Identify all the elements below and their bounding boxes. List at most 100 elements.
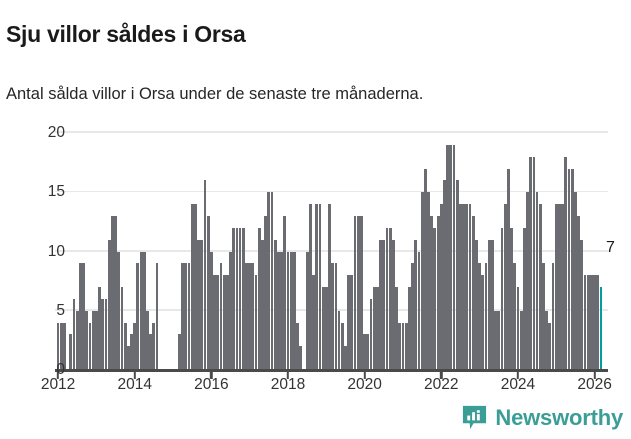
bar <box>529 156 533 370</box>
bar <box>155 263 159 370</box>
bar <box>506 168 510 370</box>
bar <box>388 227 392 370</box>
gridline <box>55 131 608 133</box>
bar <box>261 239 264 370</box>
bar-chart-speech-bubble-icon <box>463 405 487 430</box>
bar <box>570 168 574 370</box>
bar <box>583 275 587 370</box>
bar <box>248 263 252 370</box>
bar <box>286 251 290 370</box>
bar <box>532 156 536 370</box>
bar <box>245 263 248 370</box>
bar <box>203 180 207 370</box>
x-axis-tick <box>363 371 366 379</box>
bar <box>232 227 236 370</box>
y-axis-tick-label: 15 <box>47 183 65 201</box>
chart-subtitle: Antal sålda villor i Orsa under de senas… <box>6 84 424 103</box>
bar <box>75 310 79 370</box>
x-axis-tick-label: 2012 <box>40 376 76 393</box>
bar <box>107 239 111 370</box>
bar <box>542 263 545 370</box>
bar <box>535 192 539 370</box>
bar <box>567 168 571 370</box>
bar <box>318 204 322 370</box>
bar <box>356 215 360 370</box>
bar-highlighted <box>599 287 603 370</box>
bar <box>101 298 105 370</box>
bar <box>548 322 552 370</box>
bar <box>197 239 200 370</box>
bar <box>423 168 427 370</box>
bar <box>273 239 277 370</box>
bar <box>446 144 450 370</box>
x-axis-tick-label: 2024 <box>500 376 536 393</box>
bar <box>545 310 549 370</box>
bar <box>519 310 523 370</box>
bar <box>369 298 373 370</box>
bar <box>459 204 462 370</box>
bar <box>312 275 315 370</box>
y-axis-tick-label: 5 <box>56 301 65 319</box>
bar <box>436 215 440 370</box>
x-axis-tick-label: 2022 <box>424 376 459 393</box>
bar <box>270 192 274 370</box>
bar <box>340 322 344 370</box>
bar <box>206 215 210 370</box>
bar <box>420 192 424 370</box>
bar <box>190 204 194 370</box>
x-axis-tick <box>56 371 60 379</box>
bar <box>130 334 133 370</box>
bar <box>395 287 398 370</box>
x-axis-tick-label: 2018 <box>270 376 306 393</box>
bar <box>596 275 600 370</box>
bar <box>216 275 220 370</box>
bar <box>427 192 430 370</box>
bar <box>324 287 328 370</box>
bar <box>133 322 137 370</box>
bar <box>526 192 529 370</box>
bar <box>94 310 98 370</box>
bar <box>510 227 513 370</box>
bar <box>299 346 303 370</box>
bar <box>433 227 437 370</box>
bar <box>484 263 488 370</box>
bar <box>142 251 146 370</box>
x-axis-line <box>55 368 608 372</box>
plot-area: 7 <box>55 131 615 379</box>
bar <box>564 156 568 370</box>
bar <box>353 215 357 370</box>
bar <box>200 239 204 370</box>
bar <box>235 227 239 370</box>
bar <box>213 275 216 370</box>
page-title: Sju villor såldes i Orsa <box>6 21 246 48</box>
bar <box>229 251 232 370</box>
bar <box>430 215 434 370</box>
x-axis-tick <box>286 371 290 379</box>
x-axis-tick <box>593 371 596 379</box>
brand-name: Newsworthy <box>495 404 623 430</box>
bar <box>366 334 370 370</box>
bar <box>347 275 351 370</box>
bar <box>574 192 577 370</box>
last-value-label: 7 <box>605 239 615 257</box>
bar <box>593 275 596 370</box>
bar <box>344 346 347 370</box>
bar <box>439 204 443 370</box>
bar <box>376 287 379 370</box>
bar <box>372 287 376 370</box>
bar <box>149 334 153 370</box>
bar <box>363 334 367 370</box>
bar <box>193 204 197 370</box>
bar <box>85 310 89 370</box>
bar <box>414 239 418 370</box>
bar <box>391 239 395 370</box>
bar <box>379 239 383 370</box>
bar <box>328 204 331 370</box>
bar <box>254 275 258 370</box>
x-axis-tick-label: 2014 <box>117 376 152 393</box>
bar <box>257 227 261 370</box>
y-axis-tick-label: 10 <box>47 242 65 260</box>
bar <box>82 263 86 370</box>
bar <box>404 322 408 370</box>
bar <box>139 251 143 370</box>
